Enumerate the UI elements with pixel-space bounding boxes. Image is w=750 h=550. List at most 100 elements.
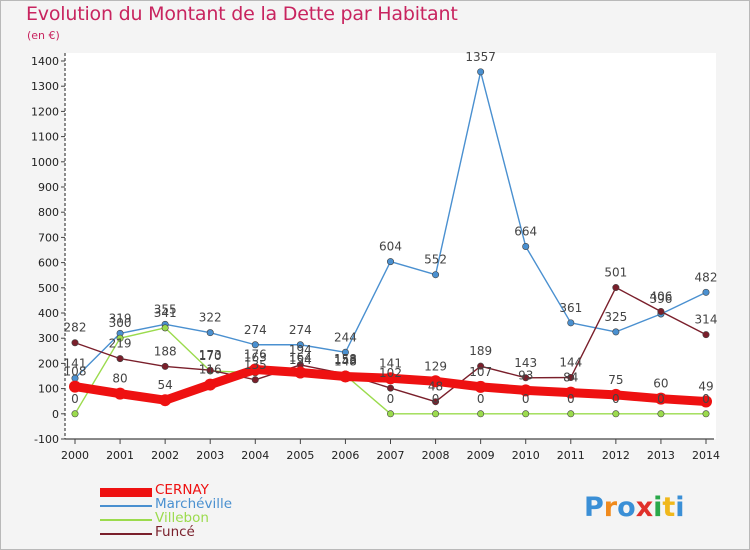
y-tick-label: 600 [38, 257, 59, 270]
data-point-villebon [432, 410, 440, 418]
data-label-cernay: 176 [244, 347, 267, 361]
x-tick-label: 2007 [377, 449, 405, 462]
chart-title: Evolution du Montant de la Dette par Hab… [26, 3, 458, 25]
data-point-march-ville [477, 68, 485, 76]
data-point-villebon [71, 410, 79, 418]
series-layer [69, 68, 712, 418]
data-label-villebon: 0 [387, 392, 395, 406]
data-label-march-ville: 361 [559, 301, 582, 315]
chart-subtitle: (en €) [27, 29, 60, 42]
data-label-march-ville: 244 [334, 330, 357, 344]
data-label-cernay: 108 [64, 365, 87, 379]
data-label-villebon: 0 [432, 392, 440, 406]
data-label-march-ville: 355 [154, 302, 177, 316]
data-label-villebon: 163 [244, 351, 267, 365]
data-label-cernay: 164 [289, 350, 312, 364]
series-villebon [71, 324, 710, 418]
data-label-march-ville: 274 [244, 323, 267, 337]
data-label-march-ville: 482 [695, 270, 718, 284]
data-label-villebon: 153 [334, 353, 357, 367]
series-cernay [69, 363, 712, 408]
data-point-march-ville [702, 288, 710, 296]
data-point-cernay [249, 363, 262, 376]
y-tick-label: 500 [38, 282, 59, 295]
y-tick-label: 1300 [31, 80, 59, 93]
x-tick-label: 2006 [331, 449, 359, 462]
data-point-cernay [519, 384, 532, 397]
data-point-func- [567, 374, 575, 382]
data-label-villebon: 0 [657, 392, 665, 406]
legend-label-cernay: CERNAY [155, 482, 209, 498]
y-tick-label: 100 [38, 383, 59, 396]
data-point-func- [251, 376, 259, 384]
data-point-func- [161, 362, 169, 370]
proxiti-logo-icon: Proxiti [584, 492, 685, 523]
data-point-march-ville [251, 341, 259, 349]
data-point-func- [71, 339, 79, 347]
y-tick-label: 1400 [31, 55, 59, 68]
data-label-func-: 406 [649, 289, 672, 303]
data-point-cernay [564, 386, 577, 399]
data-point-cernay [114, 387, 127, 400]
data-point-villebon [657, 410, 665, 418]
data-label-func-: 314 [695, 313, 718, 327]
data-label-march-ville: 319 [109, 311, 132, 325]
data-label-cernay: 116 [199, 363, 222, 377]
data-point-march-ville [206, 329, 214, 337]
x-tick-label: 2011 [557, 449, 585, 462]
x-tick-label: 2002 [151, 449, 179, 462]
y-tick-label: 1100 [31, 131, 59, 144]
data-point-march-ville [386, 258, 394, 266]
data-point-march-ville [522, 242, 530, 250]
data-point-cernay [159, 394, 172, 407]
data-label-march-ville: 322 [199, 311, 222, 325]
legend-swatch-villebon [100, 519, 152, 521]
data-label-func-: 102 [379, 366, 402, 380]
data-point-cernay [294, 366, 307, 379]
data-label-cernay: 75 [608, 373, 623, 387]
data-label-func-: 188 [154, 344, 177, 358]
legend-label-march-ville: Marchéville [155, 496, 233, 512]
data-label-villebon: 170 [199, 349, 222, 363]
y-tick-label: 900 [38, 181, 59, 194]
data-point-func- [116, 355, 124, 363]
data-point-villebon [567, 410, 575, 418]
y-tick-label: 300 [38, 332, 59, 345]
data-label-cernay: 80 [112, 372, 127, 386]
data-label-cernay: 148 [334, 355, 357, 369]
data-label-func-: 194 [289, 343, 312, 357]
data-label-villebon: 154 [289, 353, 312, 367]
y-tick-label: 1200 [31, 105, 59, 118]
data-point-func- [522, 374, 530, 382]
data-label-march-ville: 1357 [465, 50, 496, 64]
data-label-cernay: 84 [563, 371, 578, 385]
data-point-villebon [116, 334, 124, 342]
x-tick-label: 2012 [602, 449, 630, 462]
x-tick-label: 2000 [61, 449, 89, 462]
data-label-func-: 135 [244, 358, 267, 372]
x-tick-label: 2014 [692, 449, 720, 462]
data-point-cernay [474, 380, 487, 393]
legend-label-villebon: Villebon [155, 510, 209, 526]
data-label-cernay: 141 [379, 356, 402, 370]
data-label-func-: 48 [428, 380, 443, 394]
series-march-ville [71, 68, 710, 382]
data-label-cernay: 93 [518, 368, 533, 382]
data-label-villebon: 0 [567, 392, 575, 406]
data-label-func-: 189 [469, 344, 492, 358]
y-tick-label: 800 [38, 206, 59, 219]
data-label-villebon: 0 [522, 392, 530, 406]
data-point-func- [477, 362, 485, 370]
proxiti-logo: Proxiti [584, 489, 694, 529]
data-point-func- [612, 284, 620, 292]
data-point-func- [386, 384, 394, 392]
y-tick-label: 400 [38, 307, 59, 320]
x-tick-label: 2008 [422, 449, 450, 462]
data-point-villebon [161, 324, 169, 332]
data-point-cernay [384, 372, 397, 385]
data-point-cernay [69, 380, 81, 393]
x-tick-label: 2005 [286, 449, 314, 462]
data-label-func-: 282 [64, 321, 87, 335]
x-tick-label: 2010 [512, 449, 540, 462]
data-label-march-ville: 664 [514, 224, 537, 238]
